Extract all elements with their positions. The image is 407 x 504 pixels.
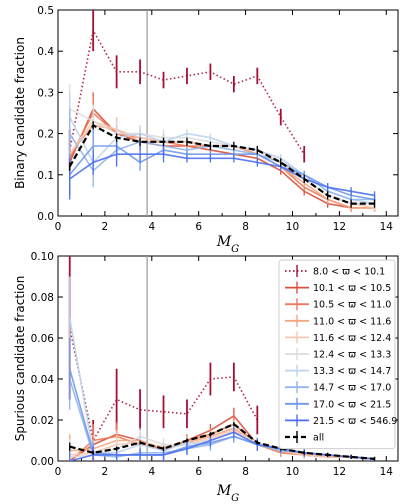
x-tick-label: 0: [55, 466, 62, 478]
x-tick-label: 10: [286, 221, 299, 233]
series-all: [69, 422, 376, 461]
y-tick-label: 0.08: [31, 292, 54, 304]
legend-label: 10.1 < ϖ < 10.5: [313, 283, 391, 294]
plot-area: [68, 10, 376, 212]
legend-label: 8.0 < ϖ < 10.1: [313, 267, 385, 278]
legend-box: [278, 259, 396, 450]
legend-label: 14.7 < ϖ < 17.0: [313, 383, 391, 394]
x-tick-label: 8: [242, 221, 249, 233]
x-tick-label: 2: [102, 466, 109, 478]
y-tick-label: 0.0: [37, 211, 54, 223]
series-9: [69, 141, 376, 200]
legend-label: 17.0 < ϖ < 21.5: [313, 399, 391, 410]
x-tick-label: 14: [380, 466, 394, 478]
plot-area: [68, 256, 376, 461]
legend: 8.0 < ϖ < 10.1 10.1 < ϖ < 10.5 10.5 < ϖ < …: [278, 259, 397, 450]
x-tick-label: 4: [148, 221, 155, 233]
series-line: [68, 327, 259, 443]
legend-label: all: [313, 433, 324, 444]
x-axis-label: MG: [216, 483, 239, 504]
x-axis-label: MG: [216, 234, 239, 255]
x-tick-label: 6: [195, 221, 202, 233]
plot-frame: [57, 255, 399, 462]
y-tick-label: 0.1: [37, 170, 54, 182]
series-line: [69, 108, 375, 205]
series-7: [69, 108, 376, 204]
y-axis-label: Binary candidate fraction: [13, 37, 27, 189]
legend-label: 12.4 < ϖ < 13.3: [313, 350, 391, 361]
series-all: [68, 121, 376, 208]
panel-1: 0 2 4 6 8 10 12 14 0.0 0.1 0.2 0.3 0.4 0.5 Binary cand…: [13, 5, 399, 255]
y-tick-label: 0.00: [31, 456, 54, 468]
y-tick-label: 0.04: [31, 374, 55, 386]
y-tick-label: 0.2: [37, 129, 54, 141]
y-tick-label: 0.4: [37, 46, 54, 58]
x-tick-label: 10: [286, 466, 299, 478]
series-line: [69, 422, 375, 460]
x-tick-label: 6: [195, 466, 202, 478]
x-tick-label: 0: [55, 221, 62, 233]
legend-label: 11.0 < ϖ < 11.6: [313, 316, 391, 327]
panel-2: 0 2 4 6 8 10 12 14 0.00 0.02 0.04 0.06 0.08 0.10 Spuri…: [13, 251, 399, 504]
series-line: [69, 153, 375, 197]
x-tick-label: 14: [380, 221, 394, 233]
y-tick-label: 0.3: [37, 87, 54, 99]
plot-frame: [57, 9, 399, 217]
series-line: [68, 111, 375, 209]
legend-label: 10.5 < ϖ < 11.0: [313, 300, 391, 311]
x-tick-label: 12: [333, 221, 346, 233]
y-tick-label: 0.06: [31, 333, 55, 345]
series-line: [69, 429, 375, 460]
legend-label: 21.5 < ϖ < 546.9: [313, 416, 397, 427]
x-tick-label: 12: [333, 466, 346, 478]
x-tick-label: 2: [102, 221, 109, 233]
x-tick-label: 4: [148, 466, 155, 478]
x-tick-label: 8: [242, 466, 249, 478]
y-axis-label: Spurious candidate fraction: [13, 276, 27, 442]
series-line: [69, 431, 375, 461]
y-tick-label: 0.02: [31, 415, 54, 427]
y-tick-label: 0.5: [37, 5, 54, 17]
y-tick-label: 0.10: [31, 251, 54, 263]
series-line: [68, 123, 375, 205]
legend-label: 13.3 < ϖ < 14.7: [313, 366, 391, 377]
legend-label: 11.6 < ϖ < 12.4: [313, 333, 391, 344]
